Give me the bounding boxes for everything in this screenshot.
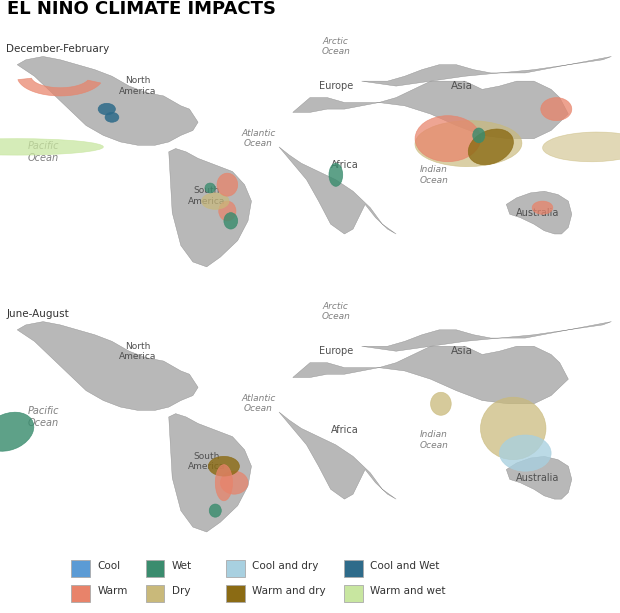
Text: Cool and Wet: Cool and Wet [370,562,440,571]
Polygon shape [361,322,611,351]
FancyBboxPatch shape [226,585,245,602]
Ellipse shape [532,201,553,215]
Ellipse shape [415,116,480,162]
Polygon shape [279,412,396,499]
Ellipse shape [98,104,115,115]
Polygon shape [169,148,252,267]
Polygon shape [18,78,100,96]
Text: Arctic
Ocean: Arctic Ocean [321,37,350,56]
Text: Australia: Australia [516,473,559,483]
Polygon shape [507,457,572,499]
Text: South
America: South America [188,186,225,206]
Text: Atlantic
Ocean: Atlantic Ocean [241,129,275,148]
FancyBboxPatch shape [226,560,245,577]
Text: Wet: Wet [172,562,192,571]
Text: Africa: Africa [330,160,358,170]
Text: Asia: Asia [451,81,472,91]
Text: Australia: Australia [516,208,559,218]
Ellipse shape [542,132,620,162]
Ellipse shape [221,471,248,494]
Text: Asia: Asia [451,346,472,356]
Text: Dry: Dry [172,586,190,596]
Polygon shape [361,56,611,86]
Text: Europe: Europe [319,346,353,356]
Text: Cool and dry: Cool and dry [252,562,319,571]
Ellipse shape [0,139,104,155]
Text: North
America: North America [119,77,156,96]
Polygon shape [279,147,396,234]
Ellipse shape [415,121,522,167]
Text: Africa: Africa [330,425,358,435]
Text: North
America: North America [119,341,156,361]
Polygon shape [293,81,569,139]
Text: South
America: South America [188,452,225,471]
Ellipse shape [468,129,513,165]
Text: Warm and dry: Warm and dry [252,586,326,596]
Polygon shape [169,414,252,532]
Ellipse shape [430,392,451,415]
FancyBboxPatch shape [344,585,363,602]
Ellipse shape [480,397,546,460]
Ellipse shape [205,183,215,193]
Text: Europe: Europe [319,81,353,91]
Ellipse shape [208,457,239,476]
Ellipse shape [202,193,229,209]
FancyBboxPatch shape [344,560,363,577]
Text: Warm: Warm [97,586,128,596]
Text: June-August: June-August [6,310,69,319]
FancyBboxPatch shape [71,585,90,602]
Ellipse shape [541,97,572,121]
Text: Indian
Ocean: Indian Ocean [420,165,448,185]
Polygon shape [17,322,198,410]
Ellipse shape [219,201,236,221]
Text: Arctic
Ocean: Arctic Ocean [321,302,350,321]
Ellipse shape [224,213,237,229]
Polygon shape [293,346,569,404]
FancyBboxPatch shape [146,560,164,577]
Ellipse shape [105,112,119,122]
Polygon shape [17,56,198,145]
Ellipse shape [215,465,232,501]
Text: Pacific
Ocean: Pacific Ocean [27,141,59,162]
Text: Atlantic
Ocean: Atlantic Ocean [241,394,275,414]
FancyBboxPatch shape [146,585,164,602]
Text: Pacific
Ocean: Pacific Ocean [27,406,59,428]
Text: December-February: December-February [6,44,110,55]
Ellipse shape [472,128,485,143]
Ellipse shape [329,163,343,186]
Text: Indian
Ocean: Indian Ocean [420,430,448,450]
Ellipse shape [210,504,221,517]
Text: Cool: Cool [97,562,120,571]
FancyBboxPatch shape [71,560,90,577]
Ellipse shape [0,412,34,451]
Ellipse shape [500,435,551,471]
Ellipse shape [217,173,237,196]
Text: Warm and wet: Warm and wet [370,586,446,596]
Text: EL NIÑO CLIMATE IMPACTS: EL NIÑO CLIMATE IMPACTS [7,0,277,18]
Polygon shape [507,191,572,234]
